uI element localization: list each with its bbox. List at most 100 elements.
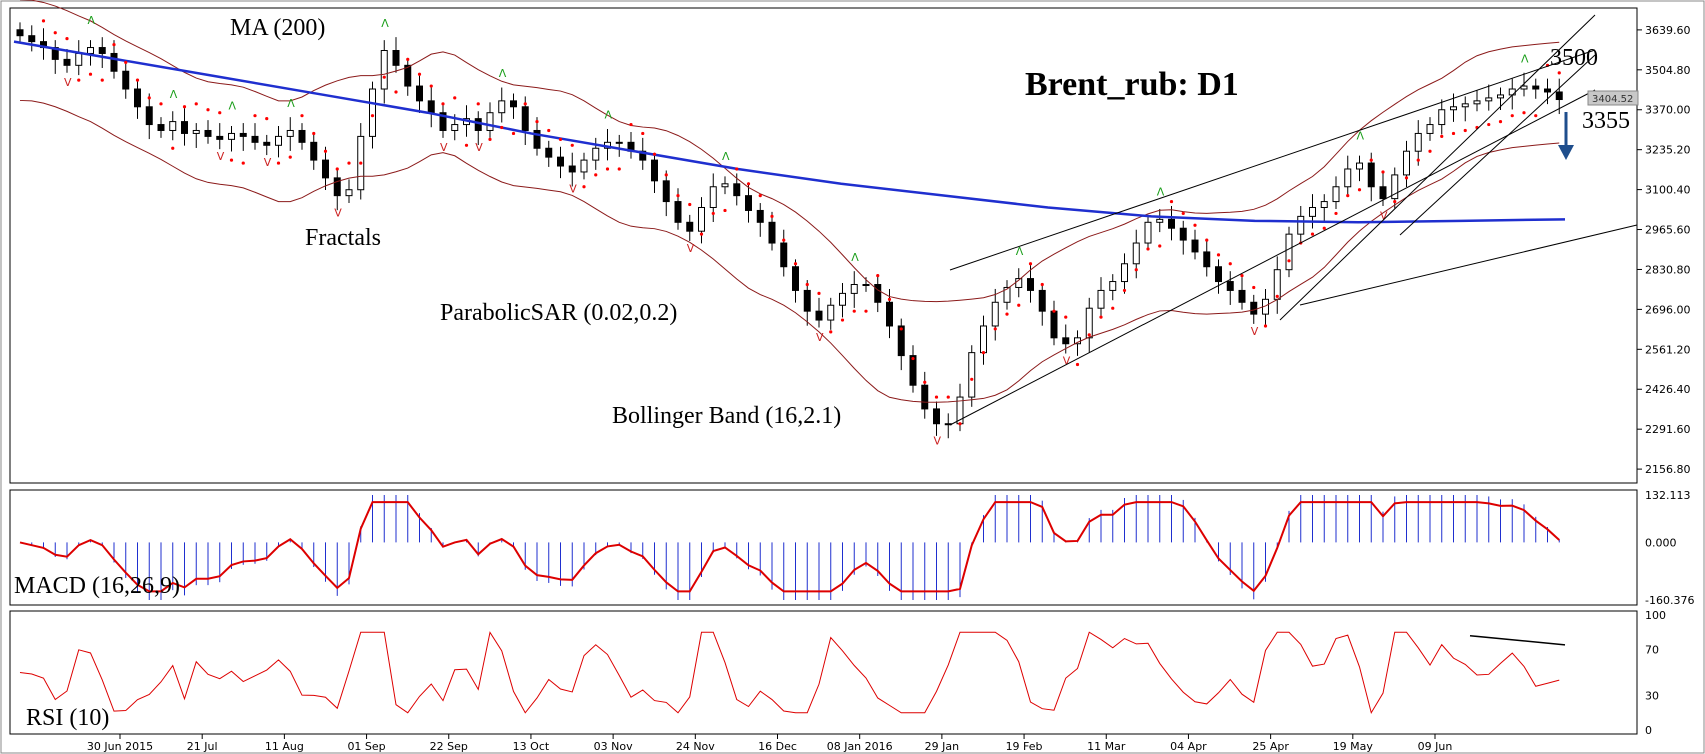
candle-body <box>228 132 235 140</box>
candle-body <box>1391 174 1399 200</box>
candle-body <box>768 221 776 244</box>
candle-body <box>145 106 153 126</box>
sar-dot <box>206 108 210 112</box>
fractal-up-icon: Λ <box>499 67 507 80</box>
candle-body <box>521 106 529 131</box>
bollinger-upper <box>19 0 1560 303</box>
fractal-down-icon: V <box>934 434 942 447</box>
candle-body <box>1544 88 1551 93</box>
date-tick-label: 13 Oct <box>513 740 550 753</box>
candle-body <box>1461 103 1469 108</box>
sar-dot <box>1263 324 1268 328</box>
candle-body <box>592 147 600 161</box>
current-price-badge: 3404.52 <box>1587 90 1639 106</box>
price-tick-label: 3370.00 <box>1645 104 1691 117</box>
sar-dot <box>958 422 962 426</box>
fractal-down-icon: V <box>440 141 448 154</box>
sar-dot <box>88 72 93 76</box>
sar-dot <box>1052 309 1056 313</box>
sar-dot <box>840 318 845 322</box>
candle-body <box>1238 289 1246 303</box>
sar-dot <box>1040 282 1044 287</box>
candle-body <box>1027 278 1034 291</box>
candle-body <box>1555 91 1563 101</box>
candle-body <box>557 156 564 167</box>
sar-dot <box>782 238 786 242</box>
price-tick-label: 2561.20 <box>1645 343 1691 356</box>
fractal-down-icon: V <box>64 76 72 89</box>
sar-dot <box>664 173 668 177</box>
candle-body <box>333 177 341 197</box>
date-tick-label: 01 Sep <box>347 740 385 753</box>
date-tick-label: 29 Jan <box>925 740 959 753</box>
price-tick-label: 3639.60 <box>1645 24 1691 37</box>
fractals-label: Fractals <box>305 225 381 251</box>
candle-body <box>1144 221 1152 244</box>
chart-title: Brent_rub: D1 <box>1025 66 1239 103</box>
macd-tick-label: 0.000 <box>1645 536 1677 549</box>
fractal-up-icon: Λ <box>1016 245 1024 258</box>
candle-body <box>28 35 36 43</box>
price-tick-label: 2965.60 <box>1645 224 1691 237</box>
price-tick-label: 2426.40 <box>1645 383 1691 396</box>
candle-body <box>674 201 682 223</box>
candle-body <box>510 100 517 108</box>
macd-signal-line <box>19 501 1560 593</box>
sar-dot <box>852 309 856 313</box>
sar-dot <box>1404 176 1409 180</box>
candle-body <box>1309 206 1316 217</box>
trend-channel-upper <box>949 49 1596 271</box>
rsi-label: RSI (10) <box>26 705 109 731</box>
candle-body <box>239 132 247 137</box>
candle-body <box>181 121 188 134</box>
fractal-up-icon: Λ <box>229 100 237 113</box>
sar-dot <box>1275 294 1279 298</box>
candle-body <box>216 135 224 140</box>
sar-dot <box>1216 253 1221 257</box>
candle-body <box>1203 251 1211 268</box>
sar-label: ParabolicSAR (0.02,0.2) <box>440 300 677 326</box>
sar-dot <box>253 114 257 118</box>
sar-dot <box>1193 223 1197 227</box>
fractal-down-icon: V <box>1251 325 1259 338</box>
sar-dot <box>1498 119 1503 124</box>
sar-dot <box>594 173 598 177</box>
candle-body <box>1215 266 1222 283</box>
candle-body <box>651 159 658 182</box>
candle-body <box>63 58 71 66</box>
sar-dot <box>359 161 363 165</box>
date-tick-label: 16 Dec <box>758 740 797 753</box>
fractal-up-icon: Λ <box>88 14 96 27</box>
sar-dot <box>1534 114 1538 118</box>
sar-dot <box>511 131 516 136</box>
candle-body <box>392 50 400 66</box>
sar-dot <box>112 42 116 47</box>
sar-dot <box>1381 170 1385 174</box>
ma200-line <box>13 40 1566 224</box>
sar-dot <box>1146 247 1150 251</box>
candle-body <box>1473 100 1481 105</box>
candle-body <box>16 29 24 37</box>
trend-channel-lower <box>949 89 1596 426</box>
candle-body <box>721 183 729 188</box>
candle-body <box>298 129 306 143</box>
sar-dot <box>1287 259 1291 263</box>
sar-dot <box>1322 226 1326 230</box>
sar-dot <box>970 377 974 381</box>
candle-body <box>792 266 799 291</box>
sar-dot <box>241 161 245 165</box>
candle-body <box>756 209 764 223</box>
candle-body <box>839 292 846 306</box>
sar-dot <box>488 137 492 141</box>
candle-body <box>192 129 200 134</box>
sar-dot <box>1075 362 1080 367</box>
sar-dot <box>723 208 727 213</box>
candle-body <box>1038 289 1046 312</box>
candle-body <box>1050 310 1058 339</box>
date-tick-label: 04 Apr <box>1170 740 1207 753</box>
sar-dot <box>406 57 410 61</box>
candle-body <box>615 141 623 144</box>
candle-body <box>122 70 130 90</box>
fractal-down-icon: V <box>217 150 225 163</box>
sar-dot <box>1205 238 1209 242</box>
